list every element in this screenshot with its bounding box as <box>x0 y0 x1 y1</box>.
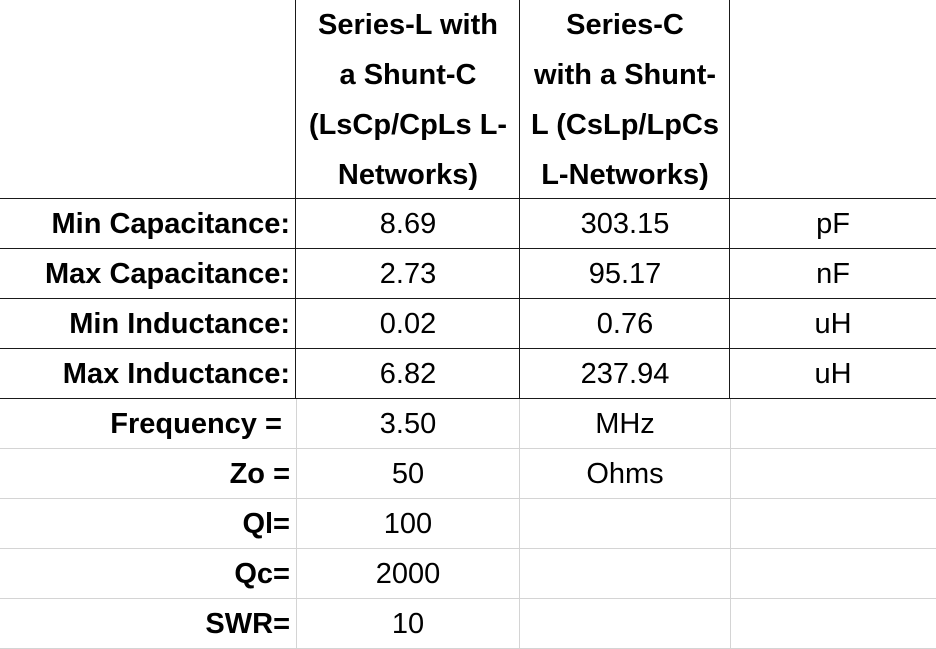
row-label[interactable]: Min Inductance: <box>69 307 290 340</box>
value-cell[interactable]: 50 <box>391 457 425 490</box>
unit-cell[interactable] <box>730 549 936 599</box>
row-label[interactable]: Min Capacitance: <box>51 207 291 240</box>
unit-cell[interactable]: uH <box>814 357 852 390</box>
value-cell[interactable]: Ohms <box>586 457 664 490</box>
value-cell[interactable]: 0.02 <box>379 307 437 340</box>
value-cell[interactable]: 100 <box>383 507 433 540</box>
gridline <box>0 548 936 549</box>
value-cell[interactable]: 2.73 <box>379 257 437 290</box>
header-cell-series-c[interactable]: Series-C with a Shunt- L (CsLp/LpCs L-Ne… <box>520 0 730 199</box>
header-line: a Shunt-C <box>339 58 477 91</box>
border <box>0 248 936 249</box>
header-line: with a Shunt- <box>533 58 717 91</box>
value-cell[interactable]: 6.82 <box>379 357 437 390</box>
row-label[interactable]: Qc= <box>234 557 290 590</box>
gridline <box>519 399 520 649</box>
value-cell[interactable]: 10 <box>391 607 425 640</box>
gridline <box>0 598 936 599</box>
unit-cell[interactable]: pF <box>816 207 850 240</box>
row-label[interactable]: Max Inductance: <box>62 357 290 390</box>
header-line: Series-C <box>566 8 684 41</box>
value-cell[interactable]: 3.50 <box>379 407 437 440</box>
value-cell[interactable] <box>520 499 730 549</box>
value-cell[interactable]: 303.15 <box>580 207 670 240</box>
header-line: L-Networks) <box>541 158 709 191</box>
value-cell[interactable] <box>520 599 730 649</box>
row-label[interactable]: Frequency = <box>110 407 290 440</box>
header-line: Networks) <box>337 158 479 191</box>
unit-cell[interactable]: nF <box>816 257 850 290</box>
border <box>0 348 936 349</box>
border <box>295 0 296 399</box>
row-label[interactable]: SWR= <box>205 607 290 640</box>
unit-cell[interactable] <box>730 499 936 549</box>
unit-cell[interactable] <box>730 599 936 649</box>
header-line: Series-L with <box>318 8 498 41</box>
header-line: (LsCp/CpLs L- <box>308 108 508 141</box>
value-cell[interactable]: 2000 <box>375 557 441 590</box>
border <box>519 0 520 399</box>
gridline <box>0 498 936 499</box>
gridline <box>730 399 731 649</box>
row-label[interactable]: Zo = <box>229 457 290 490</box>
border <box>729 0 730 399</box>
value-cell[interactable] <box>520 549 730 599</box>
value-cell[interactable]: 0.76 <box>596 307 654 340</box>
value-cell[interactable]: 237.94 <box>580 357 670 390</box>
border <box>0 298 936 299</box>
gridline <box>296 448 936 449</box>
border <box>0 198 936 199</box>
header-line: L (CsLp/LpCs <box>531 108 719 141</box>
value-cell[interactable]: 95.17 <box>588 257 662 290</box>
header-cell-series-l[interactable]: Series-L with a Shunt-C (LsCp/CpLs L- Ne… <box>296 0 520 199</box>
row-label[interactable]: Ql= <box>242 507 290 540</box>
row-label[interactable]: Max Capacitance: <box>45 257 290 290</box>
unit-cell[interactable] <box>730 399 936 449</box>
value-cell[interactable]: MHz <box>595 407 655 440</box>
unit-cell[interactable] <box>730 449 936 499</box>
border <box>0 398 936 399</box>
gridline <box>296 399 297 649</box>
unit-cell[interactable]: uH <box>814 307 852 340</box>
gridline <box>0 448 296 449</box>
value-cell[interactable]: 8.69 <box>379 207 437 240</box>
